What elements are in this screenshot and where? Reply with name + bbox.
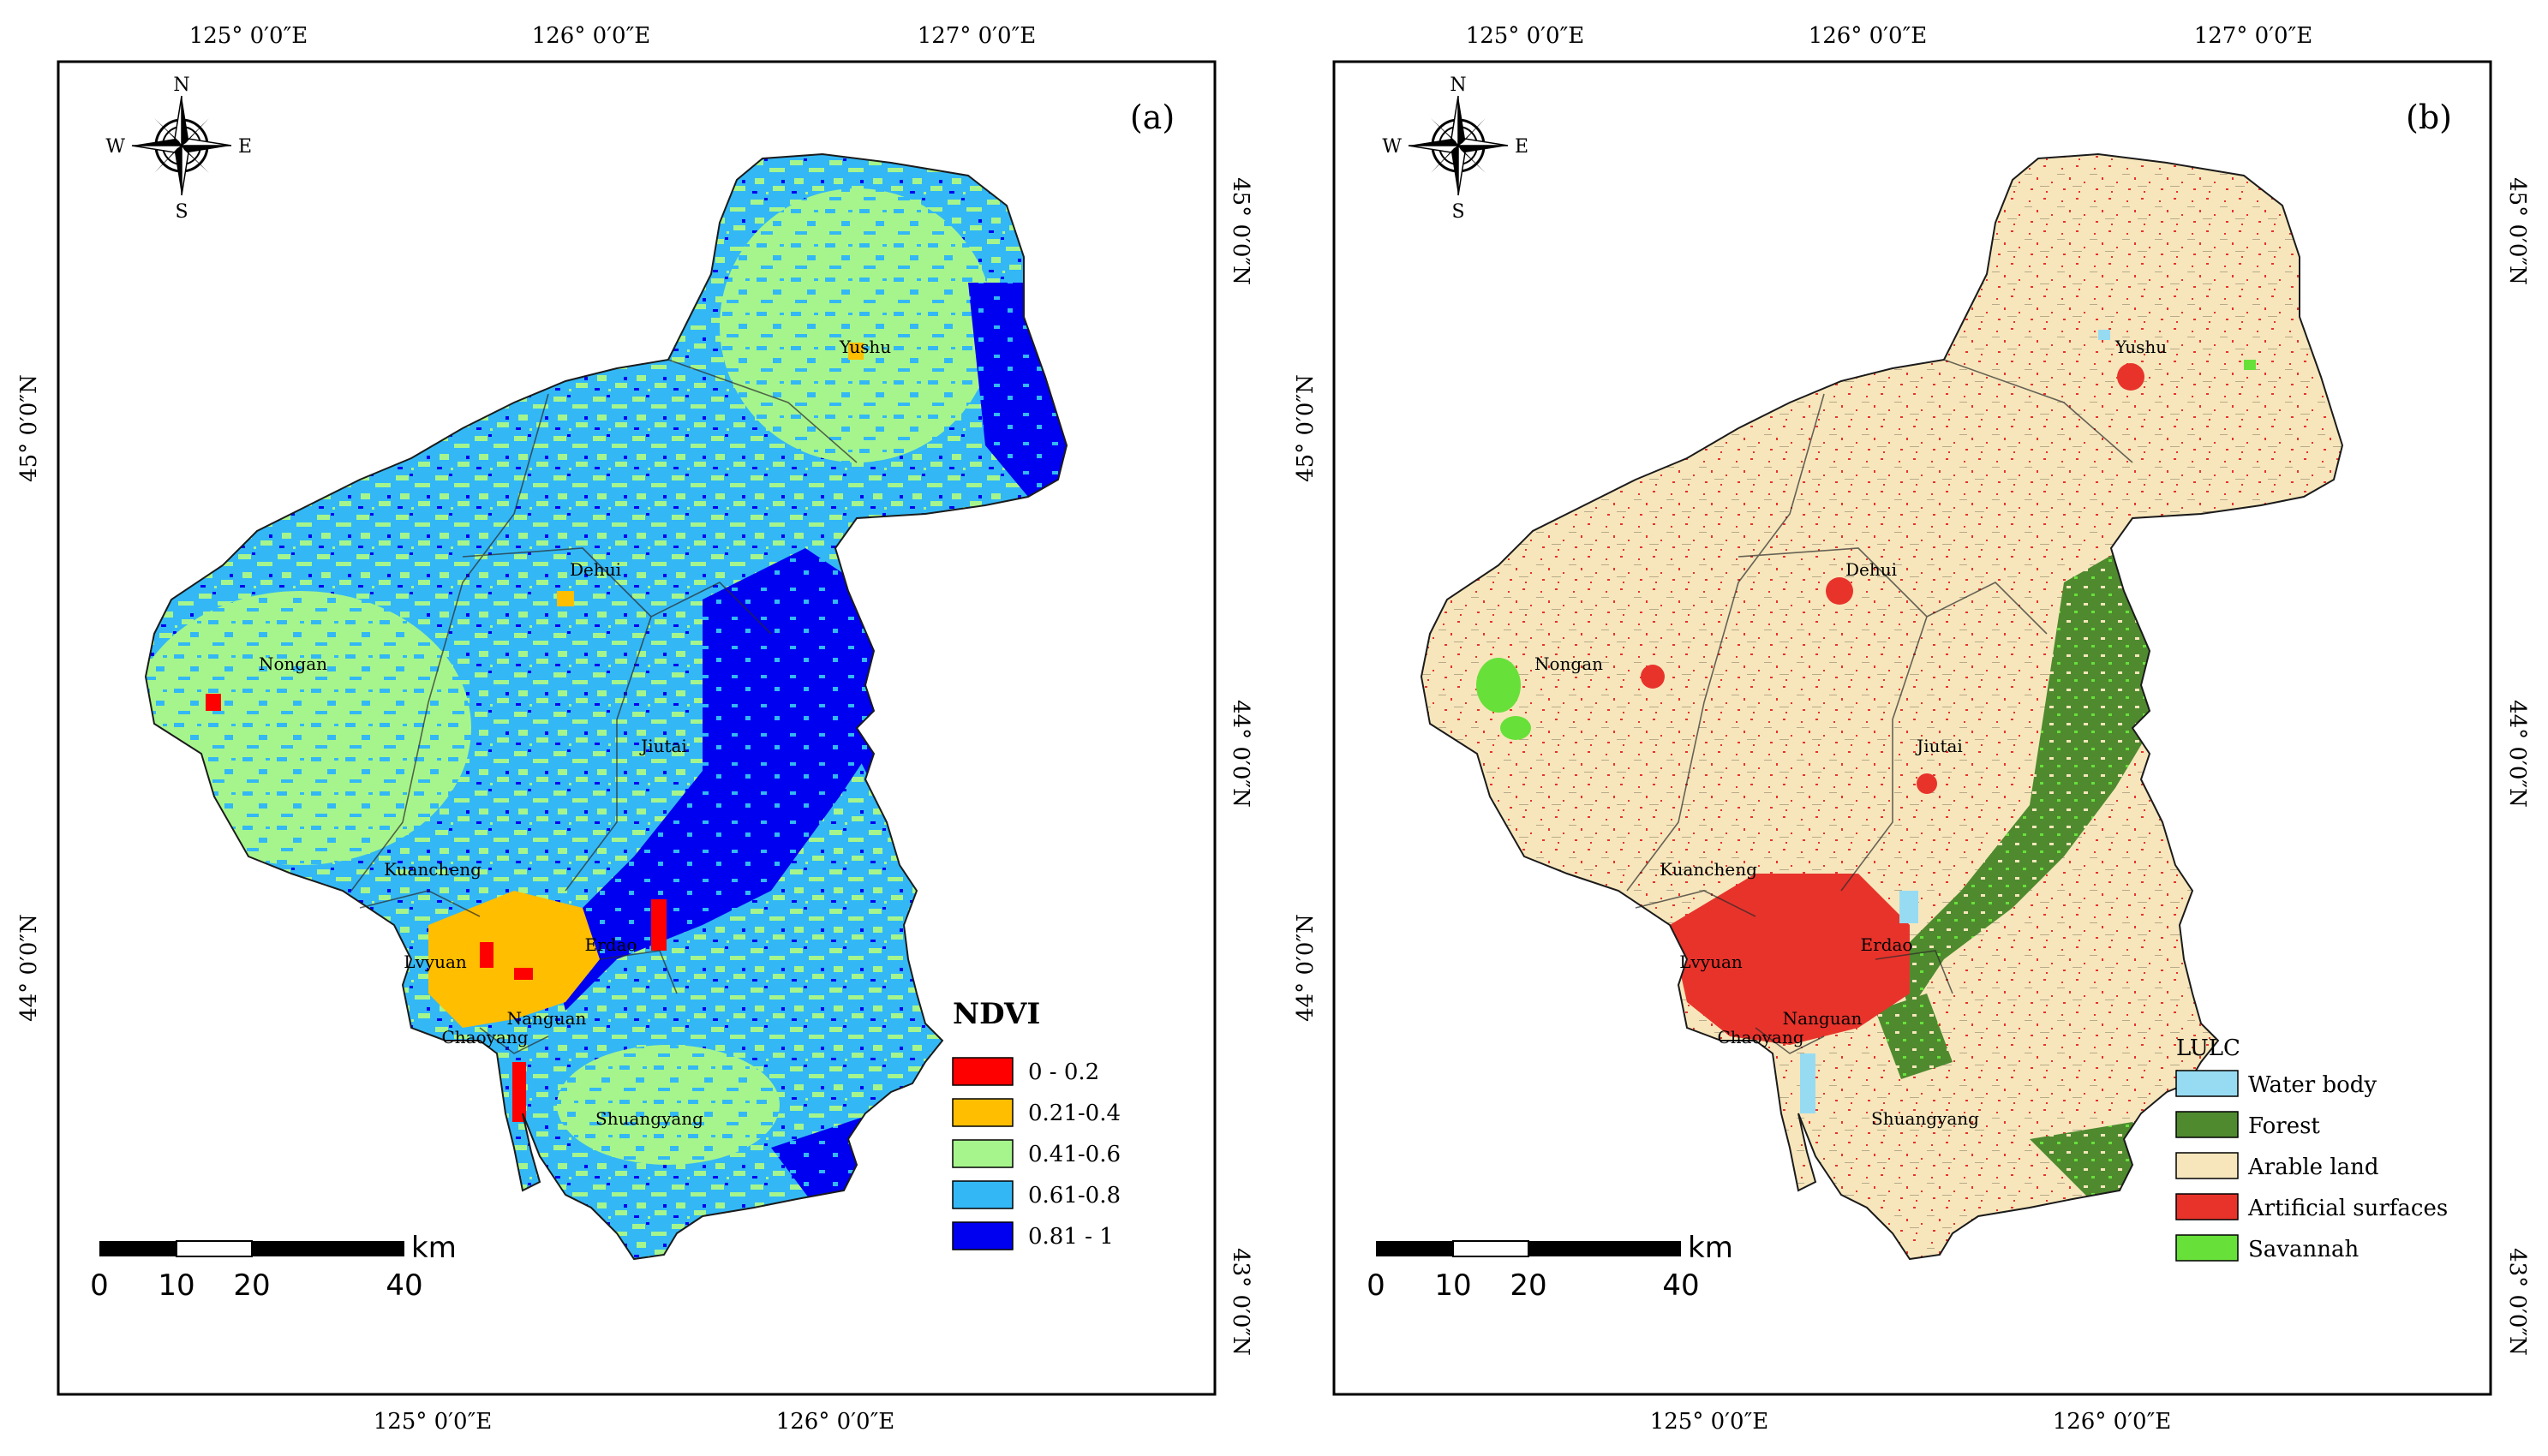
legend-label: Artificial surfaces: [2247, 1196, 2448, 1221]
county-boundaries: [1626, 359, 2133, 1054]
scale-tick: 10: [158, 1268, 194, 1303]
legend-label: Forest: [2248, 1113, 2320, 1139]
coord-label-top: 127° 0′0″E: [2194, 23, 2313, 49]
legend-title: LULC: [2176, 1035, 2240, 1061]
coord-label-left: 45° 0′0″N: [16, 374, 42, 482]
scale-tick: 20: [1510, 1268, 1546, 1303]
place-label: Jiutai: [1915, 736, 1963, 756]
coord-label-top: 127° 0′0″E: [918, 23, 1037, 49]
legend-swatch: [2175, 1193, 2239, 1220]
scale-tick: 0: [90, 1268, 109, 1303]
place-label: Nanguan: [1783, 1008, 1863, 1029]
place-label: Jiutai: [639, 736, 687, 756]
coord-label-bottom: 125° 0′0″E: [1650, 1409, 1769, 1435]
coord-label-right: 43° 0′0″N: [1228, 1248, 1253, 1356]
legend-label: 0.41-0.6: [1028, 1142, 1121, 1167]
place-label: Chaoyang: [441, 1027, 528, 1047]
place-label: Chaoyang: [1717, 1027, 1803, 1047]
coord-label-bottom: 126° 0′0″E: [2053, 1409, 2172, 1435]
legend-label: 0.81 - 1: [1028, 1224, 1114, 1250]
compass-s: S: [1451, 201, 1464, 223]
coord-label-left: 44° 0′0″N: [16, 914, 42, 1022]
panel-label-b: (b): [2406, 98, 2452, 136]
scale-tick: 10: [1434, 1268, 1471, 1303]
coord-label-left: 44° 0′0″N: [1293, 914, 1319, 1022]
place-label: Yushu: [839, 337, 891, 357]
legend-swatch: [2175, 1111, 2239, 1138]
place-label: Shuangyang: [595, 1108, 703, 1129]
coord-label-right: 45° 0′0″N: [2504, 177, 2530, 285]
coord-label-bottom: 125° 0′0″E: [374, 1409, 493, 1435]
place-label: Yushu: [2114, 337, 2167, 357]
place-label: Dehui: [570, 559, 621, 580]
legend-ndvi: NDVI 0 - 0.2 0.21-0.4 0.41-0.6 0.61-0.8 …: [952, 997, 1121, 1250]
scale-unit: km: [1688, 1231, 1733, 1265]
place-label: Kuancheng: [1660, 859, 1757, 880]
legend-swatch: [2175, 1234, 2239, 1262]
legend-label: Savannah: [2248, 1237, 2359, 1262]
compass-e: E: [238, 136, 252, 158]
place-label: Erdao: [1861, 934, 1913, 955]
place-label: Erdao: [585, 934, 637, 955]
compass-rose-icon: N S E W: [105, 75, 252, 223]
place-label: Dehui: [1845, 559, 1897, 580]
panel-label-a: (a): [1130, 98, 1175, 136]
compass-w: W: [1382, 136, 1402, 158]
compass-e: E: [1515, 136, 1528, 158]
place-labels-b: Yushu Dehui Nongan Jiutai Kuancheng Lvyu…: [1534, 337, 2167, 1129]
legend-label: 0.61-0.8: [1028, 1183, 1121, 1208]
coord-label-right: 43° 0′0″N: [2504, 1248, 2530, 1356]
place-label: Kuancheng: [384, 859, 481, 880]
compass-rose-icon: N S E W: [1382, 75, 1528, 223]
coord-label-left: 45° 0′0″N: [1293, 374, 1319, 482]
coord-label-right: 45° 0′0″N: [1228, 177, 1253, 285]
legend-swatch: [2175, 1070, 2239, 1097]
legend-swatch: [952, 1180, 1014, 1209]
coord-label-bottom: 126° 0′0″E: [776, 1409, 895, 1435]
legend-swatch: [2175, 1152, 2239, 1179]
coord-label-top: 125° 0′0″E: [1466, 23, 1585, 49]
coord-label-right: 44° 0′0″N: [1228, 700, 1253, 808]
place-label: Nanguan: [507, 1008, 587, 1029]
county-boundaries: [350, 359, 858, 1054]
legend-swatch: [952, 1098, 1014, 1127]
scale-bar: km 0 10 20 40: [90, 1231, 457, 1303]
scale-tick: 0: [1367, 1268, 1385, 1303]
legend-lulc: LULC Water body Forest Arable land Artif…: [2175, 1035, 2448, 1262]
place-labels-a: Yushu Dehui Nongan Jiutai Kuancheng Lvyu…: [259, 337, 891, 1129]
legend-swatch: [952, 1139, 1014, 1168]
scale-tick: 20: [233, 1268, 270, 1303]
scale-unit: km: [411, 1231, 457, 1265]
scale-tick: 40: [386, 1268, 422, 1303]
compass-n: N: [173, 75, 189, 96]
place-label: Lvyuan: [404, 952, 467, 972]
compass-s: S: [175, 201, 188, 223]
legend-title: NDVI: [953, 997, 1040, 1031]
place-label: Nongan: [1534, 653, 1603, 674]
compass-w: W: [105, 136, 125, 158]
legend-label: Arable land: [2247, 1155, 2379, 1180]
panel-lulc: [1332, 60, 2492, 1396]
scale-bar: km 0 10 20 40: [1367, 1231, 1733, 1303]
coord-label-top: 125° 0′0″E: [189, 23, 308, 49]
place-label: Lvyuan: [1679, 952, 1743, 972]
legend-label: Water body: [2248, 1072, 2377, 1098]
legend-swatch: [952, 1221, 1014, 1250]
legend-swatch: [952, 1057, 1014, 1086]
coord-label-right: 44° 0′0″N: [2504, 700, 2530, 808]
place-label: Shuangyang: [1871, 1108, 1979, 1129]
legend-label: 0.21-0.4: [1028, 1101, 1121, 1126]
compass-n: N: [1450, 75, 1466, 96]
legend-label: 0 - 0.2: [1028, 1059, 1099, 1085]
coord-label-top: 126° 0′0″E: [1809, 23, 1928, 49]
coord-label-top: 126° 0′0″E: [532, 23, 651, 49]
scale-tick: 40: [1662, 1268, 1699, 1303]
panel-ndvi: [57, 60, 1217, 1396]
place-label: Nongan: [259, 653, 327, 674]
